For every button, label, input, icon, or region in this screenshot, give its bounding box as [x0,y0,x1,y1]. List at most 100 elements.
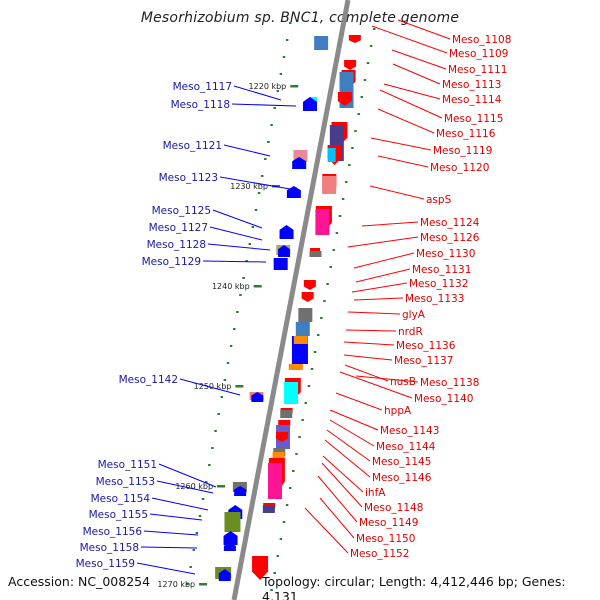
track-dash [301,419,304,421]
topology-label: Topology: circular; Length: 4,412,446 bp… [262,574,566,600]
track-dash [310,368,314,370]
left-leader-line [202,260,267,263]
minus-strand-gene [302,97,317,111]
track-dash [217,413,220,415]
track-dash [354,130,357,132]
right-leader-line [321,462,363,508]
track-dash [323,300,326,302]
track-dash [279,538,283,540]
right-gene-label: ihfA [365,487,386,499]
left-leader-line [136,562,196,575]
left-leader-line [219,176,297,191]
minus-strand-gene [223,531,238,545]
left-leader-line [179,378,241,396]
kbp-tick [235,385,244,388]
right-gene-label: glyA [402,309,426,321]
right-leader-line [347,311,401,315]
minus-strand-gene [224,512,241,532]
track-dash [332,249,336,251]
track-dash [282,521,286,523]
right-leader-line [397,19,451,40]
track-dash [273,572,276,574]
plus-strand-gene [267,463,282,499]
minus-strand-gene [279,225,294,239]
right-leader-line [347,236,419,248]
minus-strand-gene [314,36,329,50]
right-gene-label: nrdR [398,326,423,338]
right-leader-line [355,268,411,283]
track-dash [338,215,342,217]
minus-strand-gene [251,392,264,402]
right-gene-label: nusB [390,376,416,388]
track-dash [288,22,292,24]
right-leader-line [351,282,408,293]
plus-strand-gene [322,176,337,194]
accession-label: Accession: NC_008254 [8,574,151,589]
right-leader-line [319,497,355,539]
track-dash [329,266,332,268]
right-gene-label: Meso_1138 [420,377,479,389]
kbp-tick [199,583,208,586]
left-leader-line [223,144,271,157]
kbp-tick [253,285,262,288]
left-gene-label: Meso_1118 [171,99,230,111]
track-dash [313,351,317,353]
left-gene-label: Meso_1121 [163,140,222,152]
track-dash [316,334,320,336]
kbp-tick [290,85,299,88]
plus-strand-gene [262,505,275,513]
plus-strand-gene [288,364,303,370]
track-dash [236,311,239,313]
track-dash [229,345,233,347]
track-dash [248,243,252,245]
track-dash [285,504,289,506]
track-dash [369,45,373,47]
right-leader-line [379,89,443,119]
track-dash [295,453,298,455]
right-leader-line [326,429,371,462]
right-leader-line [370,137,432,151]
track-dash [351,147,354,149]
left-gene-label: Meso_1123 [159,172,218,184]
left-gene-label: Meso_1151 [98,459,157,471]
right-leader-line [335,392,383,411]
track-dash [257,192,261,194]
right-gene-label: Meso_1148 [364,502,423,514]
right-gene-label: Meso_1120 [430,162,489,174]
left-gene-label: Meso_1154 [91,493,151,505]
right-leader-line [304,507,349,554]
minus-strand-gene [286,186,301,198]
right-gene-label: Meso_1115 [444,113,503,125]
left-leader-line [151,497,209,511]
track-dash [335,232,339,234]
right-leader-line [317,475,358,523]
track-dash [251,226,255,228]
plus-strand-gene [344,60,357,70]
track-dash [242,277,245,279]
track-dash [201,498,205,500]
left-leader-line [156,480,214,494]
left-gene-label: Meso_1127 [149,222,208,234]
right-gene-label: Meso_1150 [356,533,415,545]
kbp-label: 1220 kbp [249,82,287,91]
track-dash [223,379,227,381]
track-dash [320,317,323,319]
track-dash [198,515,202,517]
right-leader-line [329,409,379,431]
plus-strand-gene [327,148,336,162]
plus-strand-gene [252,556,269,580]
plus-strand-gene [301,292,314,302]
track-dash [298,436,301,438]
right-leader-line [383,83,441,100]
minus-strand-gene [273,258,288,270]
track-dash [360,96,364,98]
left-gene-label: Meso_1155 [89,509,148,521]
right-gene-label: hppA [384,405,412,417]
track-dash [276,90,280,92]
track-dash [344,181,348,183]
minus-strand-gene [278,245,291,257]
right-gene-label: Meso_1132 [409,278,468,290]
right-leader-line [392,63,441,85]
plus-strand-gene [293,336,308,344]
